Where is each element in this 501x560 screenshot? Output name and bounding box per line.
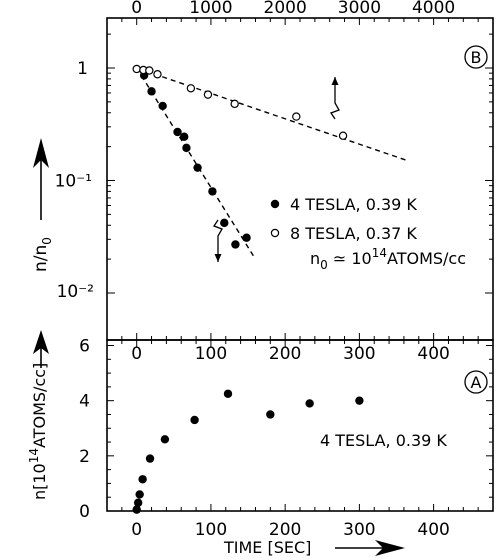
- legend-marker-4-tesla: [270, 199, 280, 209]
- data-point-8-tesla: [186, 84, 196, 93]
- data-point-buildup: [305, 399, 314, 408]
- data-point-buildup: [133, 498, 143, 507]
- data-point-4-tesla: [208, 187, 217, 196]
- tick-labels: 0 100 200 300 4000 100 200 300 4000 1000 2000 3000 4…: [55, 0, 456, 540]
- data-point-4-tesla: [147, 87, 156, 96]
- panel-label-a-circle: [464, 370, 488, 394]
- data-point-4-tesla: [220, 218, 229, 228]
- data-point-buildup: [223, 389, 233, 398]
- y-tick-label: 10⁻²: [57, 282, 94, 302]
- y-tick-label: 1: [77, 59, 88, 79]
- y-axis-label-panel-a: n[1014ATOMS/cc]: [27, 363, 49, 500]
- panel-a-annotation: 4 TESLA, 0.39 K: [320, 431, 447, 450]
- wavy-arrow-down-head: [214, 254, 222, 262]
- x-tick-label: 400: [417, 344, 449, 364]
- panel-label-a: A: [471, 373, 482, 392]
- fit-lines: [136, 67, 408, 258]
- data-point-4-tesla: [231, 240, 240, 249]
- wavy-arrow-up: [330, 77, 340, 120]
- legend-marker-8-tesla: [270, 228, 280, 238]
- y-tick-label: 4: [79, 392, 90, 412]
- top-x-tick-label: 2000: [264, 0, 307, 18]
- legend-label-4-tesla: 4 TESLA, 0.39 K: [290, 195, 417, 214]
- y-axis-arrow-b-head: [33, 138, 49, 168]
- panel-label-b: B: [471, 48, 482, 67]
- x-axis-arrow-head: [375, 540, 405, 556]
- panel-b-frame: [106, 17, 494, 341]
- data-point-8-tesla: [230, 99, 239, 109]
- panel-a-frame: [106, 339, 494, 512]
- data-point-8-tesla: [153, 70, 162, 79]
- data-point-4-tesla: [158, 101, 167, 111]
- x-tick-label: 200: [269, 344, 301, 364]
- wavy-arrow-up-head: [331, 77, 339, 85]
- data-point-8-tesla: [292, 112, 301, 121]
- y-tick-label: 2: [79, 447, 90, 467]
- data-point-buildup: [190, 415, 199, 425]
- annotations: B A 4 TESLA, 0.39 K 8 TESLA, 0.37 K n0 ≃ 101…: [27, 45, 488, 557]
- data-point-buildup: [138, 475, 147, 484]
- x-tick-label: 0: [131, 520, 142, 540]
- data-point-buildup: [266, 410, 275, 419]
- y-tick-label: 0: [79, 502, 90, 522]
- x-tick-label: 0: [131, 344, 142, 364]
- density-annotation: n0 ≃ 1014ATOMS/cc: [310, 246, 466, 272]
- data-point-8-tesla: [145, 66, 154, 75]
- data-point-buildup: [132, 505, 141, 514]
- x-tick-label: 100: [195, 344, 227, 364]
- fit-line-8-tesla: [136, 67, 408, 162]
- axis-ticks: [106, 18, 494, 512]
- data-point-4-tesla: [173, 127, 182, 137]
- x-tick-label: 400: [417, 520, 449, 540]
- y-axis-label-panel-b: n/n0: [31, 237, 54, 272]
- legend-label-8-tesla: 8 TESLA, 0.37 K: [290, 224, 417, 243]
- top-x-tick-label: 4000: [412, 0, 455, 18]
- x-tick-label: 300: [343, 344, 375, 364]
- x-tick-label: 200: [269, 520, 301, 540]
- data-point-8-tesla: [203, 90, 213, 99]
- top-x-tick-label: 3000: [338, 0, 381, 18]
- data-point-8-tesla: [132, 64, 141, 74]
- panel-label-b-circle: [464, 45, 488, 69]
- data-point-4-tesla: [242, 233, 251, 242]
- wavy-arrow-down: [213, 219, 223, 262]
- data-point-buildup: [145, 454, 155, 463]
- top-x-tick-label: 0: [131, 0, 142, 18]
- data-point-4-tesla: [182, 143, 191, 153]
- data-point-4-tesla: [193, 163, 202, 172]
- y-axis-arrow-a-head: [33, 330, 49, 354]
- fit-line-4-tesla: [136, 67, 255, 258]
- y-tick-label: 6: [79, 337, 90, 357]
- x-tick-label: 300: [343, 520, 375, 540]
- x-tick-label: 100: [195, 520, 227, 540]
- data-point-buildup: [135, 490, 144, 499]
- data-point-4-tesla: [180, 132, 189, 141]
- y-tick-label: 10⁻¹: [55, 172, 92, 192]
- data-point-buildup: [355, 396, 364, 405]
- x-axis-label: TIME [SEC]: [223, 538, 311, 557]
- data-point-8-tesla: [338, 131, 348, 140]
- data-point-buildup: [160, 435, 170, 444]
- top-x-tick-label: 1000: [189, 0, 232, 18]
- data-points: [132, 64, 364, 514]
